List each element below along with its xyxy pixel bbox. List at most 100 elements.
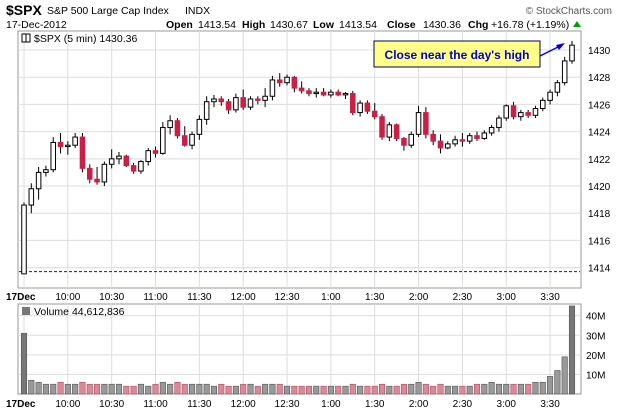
candle-body-down [306, 90, 312, 95]
candle-body-down [379, 116, 385, 138]
candle-body-down [174, 120, 181, 137]
volume-bar [72, 383, 79, 395]
candle [50, 137, 56, 173]
candle [284, 74, 290, 86]
price-tick-label: 1424 [588, 128, 611, 139]
price-time-label: 1:00 [321, 292, 341, 303]
volume-bar [495, 383, 502, 395]
volume-bar [145, 385, 152, 395]
volume-bar [269, 383, 276, 395]
candle [247, 96, 254, 110]
volume-bar [510, 383, 517, 395]
volume-bar [225, 385, 232, 395]
volume-bar [525, 383, 532, 395]
volume-bar [189, 383, 196, 395]
volume-bar [503, 383, 510, 395]
candle [547, 89, 553, 105]
price-time-label: 12:30 [275, 292, 300, 303]
candle-body-down [123, 155, 130, 167]
candle-body-up [43, 169, 49, 173]
volume-bar [400, 383, 407, 395]
candle [357, 100, 363, 117]
volume-bar [108, 383, 115, 395]
candle [306, 88, 312, 97]
close-label: Close [387, 19, 416, 31]
candle-body-up [328, 91, 334, 96]
candle-body-down [86, 167, 93, 180]
candle [452, 135, 458, 147]
volume-bar [130, 385, 137, 395]
candle [350, 90, 356, 116]
candle [181, 126, 188, 147]
volume-bar [101, 383, 108, 395]
volume-tick-label: 40M [586, 312, 605, 323]
candle [211, 94, 217, 108]
volume-legend-swatch [22, 307, 30, 315]
volume-bars [20, 305, 576, 395]
volume-bar [327, 385, 334, 395]
candle [328, 89, 334, 98]
candle-body-up [72, 136, 78, 146]
price-time-label: 12:00 [231, 292, 256, 303]
volume-bar [64, 383, 71, 395]
candle-body-down [474, 135, 480, 139]
candle [189, 131, 195, 150]
candle-body-down [276, 79, 283, 84]
candle [79, 132, 86, 173]
candle [423, 107, 429, 139]
candle-body-down [57, 142, 64, 148]
candle-body-down [94, 178, 100, 183]
candle-body-up [569, 44, 575, 62]
candle-body-up [357, 102, 363, 114]
candle [364, 100, 371, 114]
volume-bar [430, 385, 437, 395]
candle-body-down [255, 98, 261, 101]
candle [335, 89, 341, 97]
candle [218, 96, 225, 106]
volume-bar [298, 385, 305, 395]
candle [86, 164, 93, 184]
candle-body-down [225, 101, 232, 111]
candle [371, 103, 378, 120]
candle [152, 146, 159, 158]
candle-body-down [298, 87, 305, 92]
candle-body-up [101, 163, 108, 183]
candle-body-down [423, 112, 429, 135]
price-time-label: 11:30 [187, 292, 212, 303]
volume-bar [313, 385, 320, 395]
candle [481, 130, 488, 140]
candle [167, 115, 173, 135]
candle [269, 75, 276, 101]
volume-bar [473, 383, 481, 395]
candle [474, 131, 480, 142]
high-value: 1430.67 [270, 19, 308, 31]
candle-body-up [211, 98, 217, 103]
candle-body-up [160, 127, 166, 154]
candle [160, 122, 166, 155]
candle [174, 118, 181, 139]
candle-body-up [408, 133, 415, 146]
volume-bar [283, 385, 291, 395]
candle-body-down [393, 124, 400, 139]
candle-body-down [240, 97, 246, 108]
candle-body-down [130, 165, 137, 172]
volume-bar [554, 370, 561, 395]
watermark: © StockCharts.com [526, 6, 612, 17]
candle [21, 202, 27, 275]
price-time-label: 2:00 [409, 292, 429, 303]
volume-time-label: 11:00 [143, 399, 168, 410]
price-legend: $SPX (5 min) 1430.36 [34, 33, 137, 45]
candle [291, 75, 298, 93]
volume-time-label: 2:00 [409, 399, 429, 410]
volume-time-label: 10:30 [99, 399, 124, 410]
candle-body-up [247, 98, 254, 108]
candle [386, 122, 393, 142]
price-time-label: 10:30 [99, 292, 124, 303]
volume-bar [174, 381, 181, 395]
candle [496, 115, 502, 132]
volume-bar [349, 383, 356, 395]
volume-legend: Volume 44,612,836 [34, 306, 125, 318]
volume-bar [378, 383, 386, 395]
volume-bar [291, 385, 298, 395]
price-time-label: 10:00 [55, 292, 80, 303]
